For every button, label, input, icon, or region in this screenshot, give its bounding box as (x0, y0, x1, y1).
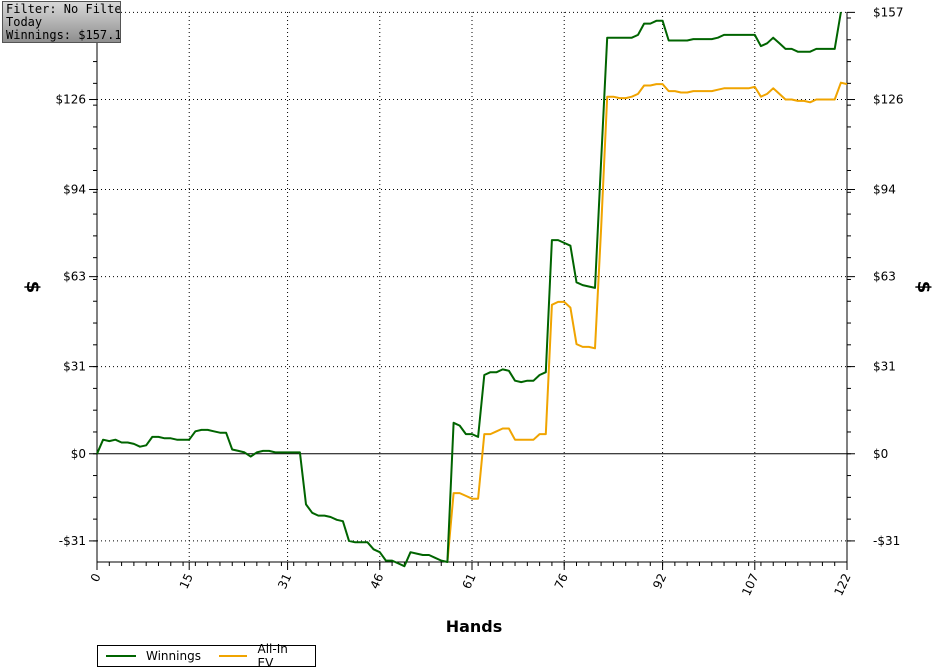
filter-label: Filter: No Filter (6, 2, 121, 16)
x-tick-label: 122 (831, 571, 853, 598)
series-line-allin-ev (446, 81, 848, 563)
filter-info-box: Filter: No Filter Today Winnings: $157.1… (2, 1, 121, 43)
x-tick-label: 76 (552, 571, 571, 591)
y-tick-label-left: $63 (63, 270, 86, 284)
y-tick-label-right: -$31 (873, 534, 900, 548)
tick-labels: -$31 -$31 $0 $0 $31 $31 $63 $63 $94 $94 $126 $126 $1… (55, 5, 903, 598)
legend-label-winnings: Winnings (146, 649, 201, 663)
y-tick-label-right: $31 (873, 360, 896, 374)
legend-swatch-winnings (106, 655, 136, 657)
legend-item-allin-ev: All-In EV (218, 642, 305, 670)
legend: Winnings All-In EV (97, 642, 316, 670)
series-line-winnings (96, 11, 842, 568)
y-tick-label-left: $31 (63, 360, 86, 374)
y-tick-label-right: $94 (873, 182, 896, 196)
legend-swatch-allin-ev (218, 655, 248, 657)
x-tick-label: 0 (88, 571, 104, 584)
x-tick-label: 92 (650, 571, 669, 591)
y-tick-label-left: $94 (63, 182, 86, 196)
y-axis-title-right: $ (913, 281, 934, 294)
y-tick-label-left: $126 (55, 93, 86, 107)
legend-label-allin-ev: All-In EV (257, 642, 288, 670)
y-axis-title-left: $ (22, 281, 43, 294)
y-tick-label-right: $126 (873, 93, 904, 107)
x-tick-label: 46 (367, 571, 386, 591)
y-tick-label-right: $157 (873, 5, 904, 19)
winnings-total-label: Winnings: $157.13 (6, 28, 121, 42)
grid (97, 11, 847, 562)
series-layer (96, 11, 848, 568)
y-tick-label-left: -$31 (59, 534, 86, 548)
legend-item-winnings: Winnings (106, 649, 201, 663)
plot-background (97, 12, 847, 562)
x-tick-label: 31 (275, 571, 294, 591)
x-tick-label: 15 (177, 571, 196, 591)
x-axis-title: Hands (446, 617, 503, 636)
y-tick-label-right: $0 (873, 447, 888, 461)
period-label: Today (6, 15, 43, 29)
axes (89, 11, 855, 570)
x-tick-label: 61 (460, 571, 479, 591)
y-tick-label-left: $0 (71, 447, 86, 461)
x-tick-label: 107 (739, 571, 761, 598)
y-tick-label-right: $63 (873, 270, 896, 284)
